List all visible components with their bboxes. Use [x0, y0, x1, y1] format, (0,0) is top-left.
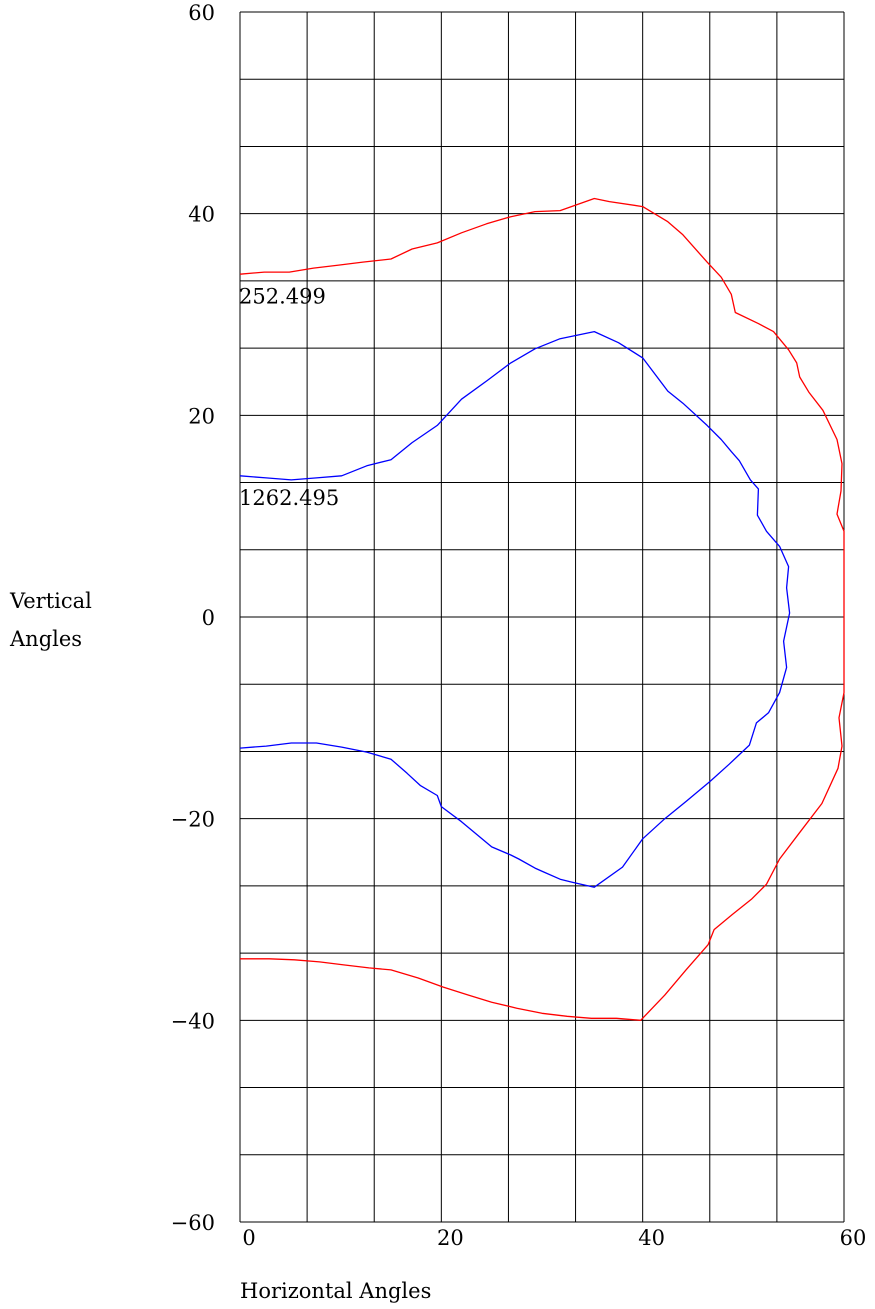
- y-axis-ticks: 60 40 20 0 −20 −40 −60: [171, 1, 215, 1235]
- x-axis-label: Horizontal Angles: [240, 1279, 431, 1303]
- y-axis-label-line-2: Angles: [9, 627, 82, 651]
- series-line-0: [239, 197, 845, 1021]
- series-label-0: 252.499: [239, 284, 326, 308]
- x-tick-label: 40: [638, 1226, 665, 1250]
- series-line-1: [239, 330, 791, 888]
- y-tick-label: 40: [188, 203, 215, 227]
- y-tick-label: 0: [202, 606, 215, 630]
- y-tick-label: 20: [188, 404, 215, 428]
- chart-curves: [239, 197, 845, 1021]
- y-tick-label: 60: [188, 1, 215, 25]
- y-tick-label: −40: [171, 1009, 215, 1033]
- x-axis-ticks: 0 20 40 60: [242, 1226, 866, 1250]
- series-label-1: 1262.495: [239, 486, 339, 510]
- y-tick-label: −20: [171, 808, 215, 832]
- y-tick-label: −60: [171, 1211, 215, 1235]
- x-tick-label: 60: [840, 1226, 867, 1250]
- y-axis-label-line-1: Vertical: [9, 589, 92, 613]
- chart-grid: [239, 11, 845, 1223]
- x-tick-label: 0: [242, 1226, 255, 1250]
- series-labels: 252.499 1262.495: [239, 284, 339, 510]
- x-tick-label: 20: [437, 1226, 464, 1250]
